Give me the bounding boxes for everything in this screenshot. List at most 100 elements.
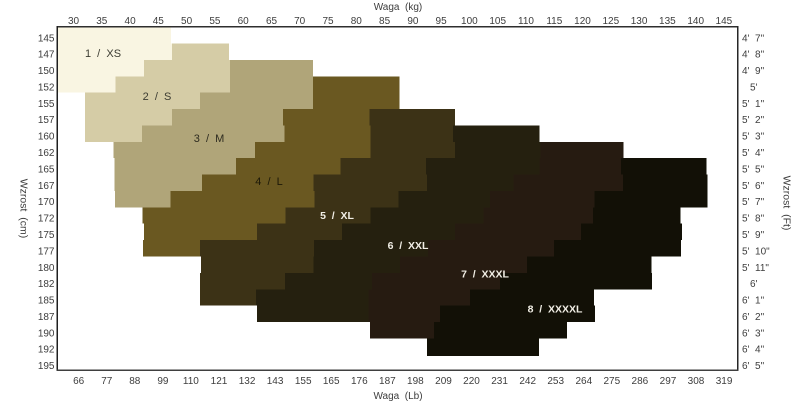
svg-text:192: 192 xyxy=(38,345,55,356)
svg-text:3 / M: 3 / M xyxy=(194,133,225,145)
svg-text:4' 9": 4' 9" xyxy=(742,66,765,77)
svg-text:6' 1": 6' 1" xyxy=(742,296,765,307)
svg-text:Wzrost (Ft): Wzrost (Ft) xyxy=(781,176,793,231)
svg-text:4 / L: 4 / L xyxy=(255,176,283,188)
svg-text:35: 35 xyxy=(96,16,108,27)
svg-text:75: 75 xyxy=(322,16,334,27)
svg-text:297: 297 xyxy=(660,376,677,387)
svg-text:70: 70 xyxy=(294,16,306,27)
svg-text:1 / XS: 1 / XS xyxy=(85,48,121,60)
svg-text:Waga (Lb): Waga (Lb) xyxy=(373,391,422,402)
svg-text:170: 170 xyxy=(38,197,55,208)
svg-text:130: 130 xyxy=(631,16,648,27)
svg-text:185: 185 xyxy=(38,296,55,307)
svg-text:2 / S: 2 / S xyxy=(143,91,172,103)
svg-text:4' 7": 4' 7" xyxy=(742,33,765,44)
svg-text:5' 8": 5' 8" xyxy=(742,214,765,225)
svg-text:147: 147 xyxy=(38,50,55,61)
svg-text:85: 85 xyxy=(379,16,391,27)
svg-text:209: 209 xyxy=(435,376,452,387)
svg-text:99: 99 xyxy=(157,376,169,387)
svg-text:45: 45 xyxy=(153,16,165,27)
svg-text:160: 160 xyxy=(38,132,55,143)
svg-text:65: 65 xyxy=(266,16,278,27)
svg-text:Waga (kg): Waga (kg) xyxy=(374,2,423,13)
svg-text:6' 3": 6' 3" xyxy=(742,328,765,339)
svg-text:80: 80 xyxy=(351,16,363,27)
svg-text:5': 5' xyxy=(750,83,758,94)
svg-text:155: 155 xyxy=(295,376,312,387)
svg-text:157: 157 xyxy=(38,115,55,126)
svg-text:50: 50 xyxy=(181,16,193,27)
svg-text:132: 132 xyxy=(239,376,256,387)
svg-text:5' 3": 5' 3" xyxy=(742,132,765,143)
svg-text:7 / XXXL: 7 / XXXL xyxy=(461,269,509,281)
svg-text:182: 182 xyxy=(38,279,55,290)
svg-text:115: 115 xyxy=(546,16,562,27)
svg-text:90: 90 xyxy=(407,16,419,27)
svg-text:4' 8": 4' 8" xyxy=(742,50,765,61)
svg-text:176: 176 xyxy=(351,376,368,387)
svg-text:180: 180 xyxy=(38,263,55,274)
svg-text:77: 77 xyxy=(101,376,113,387)
svg-text:231: 231 xyxy=(491,376,508,387)
svg-text:60: 60 xyxy=(238,16,250,27)
svg-text:5' 2": 5' 2" xyxy=(742,115,765,126)
svg-text:286: 286 xyxy=(632,376,649,387)
svg-text:165: 165 xyxy=(38,164,55,175)
svg-text:6' 4": 6' 4" xyxy=(742,345,765,356)
svg-text:187: 187 xyxy=(379,376,396,387)
svg-text:125: 125 xyxy=(602,16,619,27)
svg-text:165: 165 xyxy=(323,376,340,387)
svg-text:110: 110 xyxy=(183,376,199,387)
svg-text:5' 10": 5' 10" xyxy=(742,246,770,257)
svg-text:88: 88 xyxy=(129,376,141,387)
svg-text:177: 177 xyxy=(38,246,55,257)
svg-text:150: 150 xyxy=(38,66,55,77)
svg-text:40: 40 xyxy=(125,16,137,27)
svg-text:172: 172 xyxy=(38,214,55,225)
svg-text:275: 275 xyxy=(603,376,620,387)
svg-text:198: 198 xyxy=(407,376,424,387)
svg-text:8 / XXXXL: 8 / XXXXL xyxy=(528,304,583,316)
svg-text:121: 121 xyxy=(211,376,228,387)
svg-text:100: 100 xyxy=(461,16,478,27)
svg-text:190: 190 xyxy=(38,328,55,339)
svg-text:155: 155 xyxy=(38,99,55,110)
svg-text:6 / XXL: 6 / XXL xyxy=(388,240,429,252)
svg-text:5' 6": 5' 6" xyxy=(742,181,765,192)
svg-text:195: 195 xyxy=(38,361,55,372)
svg-text:5' 7": 5' 7" xyxy=(742,197,765,208)
svg-text:5 / XL: 5 / XL xyxy=(320,210,354,222)
svg-text:140: 140 xyxy=(687,16,704,27)
svg-text:220: 220 xyxy=(463,376,480,387)
svg-text:308: 308 xyxy=(688,376,705,387)
svg-text:6': 6' xyxy=(750,279,758,290)
svg-text:175: 175 xyxy=(38,230,55,241)
svg-text:6' 2": 6' 2" xyxy=(742,312,765,323)
svg-text:6' 5": 6' 5" xyxy=(742,361,765,372)
svg-text:152: 152 xyxy=(38,83,55,94)
svg-text:145: 145 xyxy=(38,33,55,44)
svg-text:5' 9": 5' 9" xyxy=(742,230,765,241)
svg-text:55: 55 xyxy=(209,16,221,27)
svg-text:143: 143 xyxy=(267,376,284,387)
svg-text:162: 162 xyxy=(38,148,55,159)
svg-text:5' 4": 5' 4" xyxy=(742,148,765,159)
svg-text:30: 30 xyxy=(68,16,80,27)
svg-text:264: 264 xyxy=(575,376,592,387)
svg-text:319: 319 xyxy=(716,376,733,387)
svg-text:95: 95 xyxy=(436,16,448,27)
svg-text:5' 1": 5' 1" xyxy=(742,99,765,110)
svg-text:66: 66 xyxy=(73,376,85,387)
svg-text:187: 187 xyxy=(38,312,55,323)
svg-text:167: 167 xyxy=(38,181,55,192)
svg-text:120: 120 xyxy=(574,16,591,27)
svg-text:110: 110 xyxy=(518,16,534,27)
svg-text:242: 242 xyxy=(519,376,536,387)
svg-text:Wzrost (cm): Wzrost (cm) xyxy=(18,179,30,239)
svg-text:135: 135 xyxy=(659,16,676,27)
svg-text:5' 11": 5' 11" xyxy=(742,263,769,274)
svg-text:253: 253 xyxy=(547,376,564,387)
svg-text:145: 145 xyxy=(716,16,733,27)
